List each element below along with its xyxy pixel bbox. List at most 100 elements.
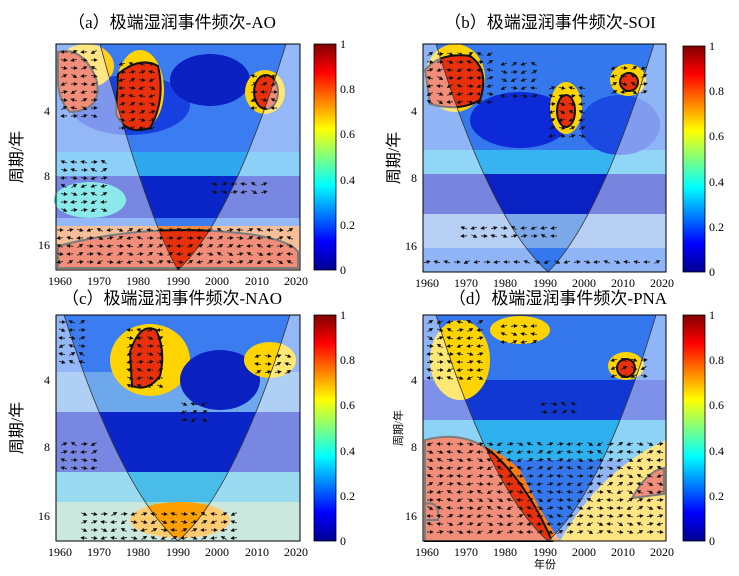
phase-arrow (126, 235, 133, 240)
phase-arrow (641, 73, 648, 78)
phase-arrow (616, 490, 623, 494)
phase-arrow (617, 441, 624, 446)
phase-arrow (138, 86, 145, 90)
phase-arrow (516, 481, 524, 486)
phase-arrow (90, 114, 98, 118)
phase-arrow (250, 181, 257, 186)
phase-arrow (227, 244, 234, 248)
phase-arrow (537, 466, 544, 470)
phase-arrow (156, 360, 164, 364)
phase-arrow (447, 522, 454, 526)
phase-arrow (646, 498, 654, 502)
phase-arrow (246, 252, 253, 256)
phase-arrow (90, 50, 97, 54)
phase-arrow (129, 77, 136, 83)
phase-arrow (149, 86, 156, 90)
phase-arrow (467, 498, 474, 502)
phase-arrow (487, 76, 494, 80)
phase-arrow (60, 450, 68, 454)
panel-d-xtick-1970: 1970 (454, 545, 478, 559)
phase-arrow (436, 68, 443, 72)
phase-arrow (517, 530, 524, 534)
phase-arrow (627, 530, 634, 534)
phase-arrow (240, 190, 247, 194)
panel-b-cbtick-1: 1 (709, 39, 715, 53)
phase-arrow (647, 442, 654, 446)
phase-arrow (596, 449, 603, 455)
phase-arrow (540, 226, 548, 230)
phase-arrow (56, 259, 63, 264)
panel-d-cbtick-1: 1 (709, 308, 715, 322)
phase-arrow (597, 522, 604, 526)
phase-arrow (656, 490, 664, 494)
phase-arrow (70, 168, 78, 172)
phase-arrow (507, 474, 514, 478)
phase-arrow (656, 465, 663, 470)
phase-arrow (578, 86, 586, 90)
phase-arrow (476, 60, 484, 65)
panel-d-ylabel: 周期/年 (391, 410, 405, 446)
panel-b-cbtick-0: 0 (709, 265, 715, 279)
phase-arrow (136, 384, 143, 388)
phase-arrow (227, 252, 234, 256)
phase-arrow (557, 529, 564, 534)
phase-arrow (427, 482, 434, 486)
phase-arrow (496, 442, 503, 446)
phase-arrow (287, 228, 294, 232)
phase-arrow (138, 62, 145, 66)
phase-arrow (500, 86, 507, 90)
phase-arrow (549, 86, 556, 90)
phase-arrow (466, 92, 474, 96)
panel-a-ytick-8: 8 (44, 169, 50, 183)
phase-arrow (557, 466, 564, 470)
phase-arrow (136, 236, 143, 240)
phase-arrow (647, 490, 654, 494)
phase-arrow (526, 442, 533, 446)
phase-arrow (68, 320, 75, 324)
phase-arrow (640, 82, 648, 86)
phase-arrow (70, 58, 78, 62)
phase-arrow (80, 208, 88, 213)
phase-arrow (128, 85, 136, 90)
phase-arrow (157, 244, 164, 248)
panel-c-cbtick-0: 0 (340, 534, 346, 548)
phase-arrow (476, 530, 483, 534)
phase-arrow (70, 466, 78, 470)
phase-arrow (147, 327, 154, 332)
phase-arrow (610, 366, 617, 370)
phase-arrow (457, 458, 464, 462)
phase-arrow (457, 530, 464, 534)
phase-arrow (477, 498, 484, 502)
phase-arrow (436, 514, 444, 518)
phase-arrow (506, 522, 513, 526)
phase-arrow (427, 327, 434, 332)
phase-arrow (436, 376, 444, 381)
panel-b-ytick-16: 16 (405, 239, 417, 253)
phase-arrow (559, 125, 566, 130)
phase-arrow (516, 450, 523, 454)
phase-arrow (486, 474, 494, 478)
phase-arrow (220, 528, 227, 532)
phase-arrow (576, 497, 583, 503)
phase-arrow (437, 99, 444, 105)
phase-arrow (556, 490, 564, 494)
phase-arrow (550, 226, 558, 230)
phase-arrow (277, 260, 284, 265)
phase-arrow (90, 168, 97, 172)
panel-d-cbtick-0: 0 (709, 534, 715, 548)
panel-b-xtick-1960: 1960 (415, 276, 439, 290)
phase-arrow (118, 62, 126, 66)
phase-arrow (60, 458, 68, 462)
phase-arrow (157, 384, 164, 388)
phase-arrow (558, 94, 565, 99)
phase-arrow (70, 441, 77, 447)
phase-arrow (446, 327, 453, 332)
phase-arrow (548, 110, 555, 114)
phase-arrow (566, 441, 574, 446)
phase-arrow (274, 370, 282, 374)
phase-arrow (81, 512, 88, 516)
phase-arrow (171, 535, 178, 540)
phase-arrow (79, 319, 86, 324)
phase-arrow (127, 376, 134, 380)
phase-arrow (60, 466, 67, 470)
